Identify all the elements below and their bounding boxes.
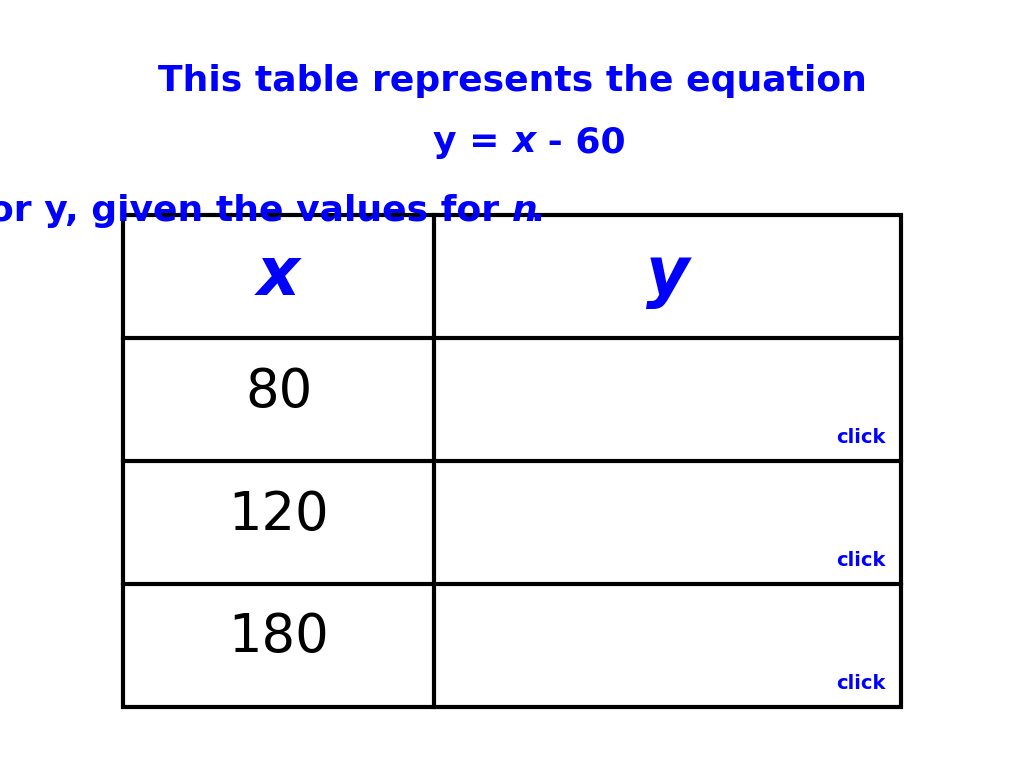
Text: 180: 180 bbox=[228, 611, 329, 664]
Text: click: click bbox=[837, 551, 886, 570]
Text: - 60: - 60 bbox=[535, 125, 626, 159]
Text: 80: 80 bbox=[245, 366, 312, 418]
Text: y =: y = bbox=[433, 125, 512, 159]
Text: .: . bbox=[530, 194, 544, 228]
Text: 120: 120 bbox=[228, 488, 329, 541]
Text: y: y bbox=[646, 243, 689, 310]
Text: Find the values for y, given the values for: Find the values for y, given the values … bbox=[0, 194, 512, 228]
Text: x: x bbox=[257, 243, 300, 310]
Text: This table represents the equation: This table represents the equation bbox=[158, 64, 866, 98]
Text: n: n bbox=[512, 194, 538, 228]
Text: click: click bbox=[837, 674, 886, 693]
Text: x: x bbox=[512, 125, 536, 159]
Bar bbox=[123, 215, 901, 707]
Text: click: click bbox=[837, 428, 886, 447]
